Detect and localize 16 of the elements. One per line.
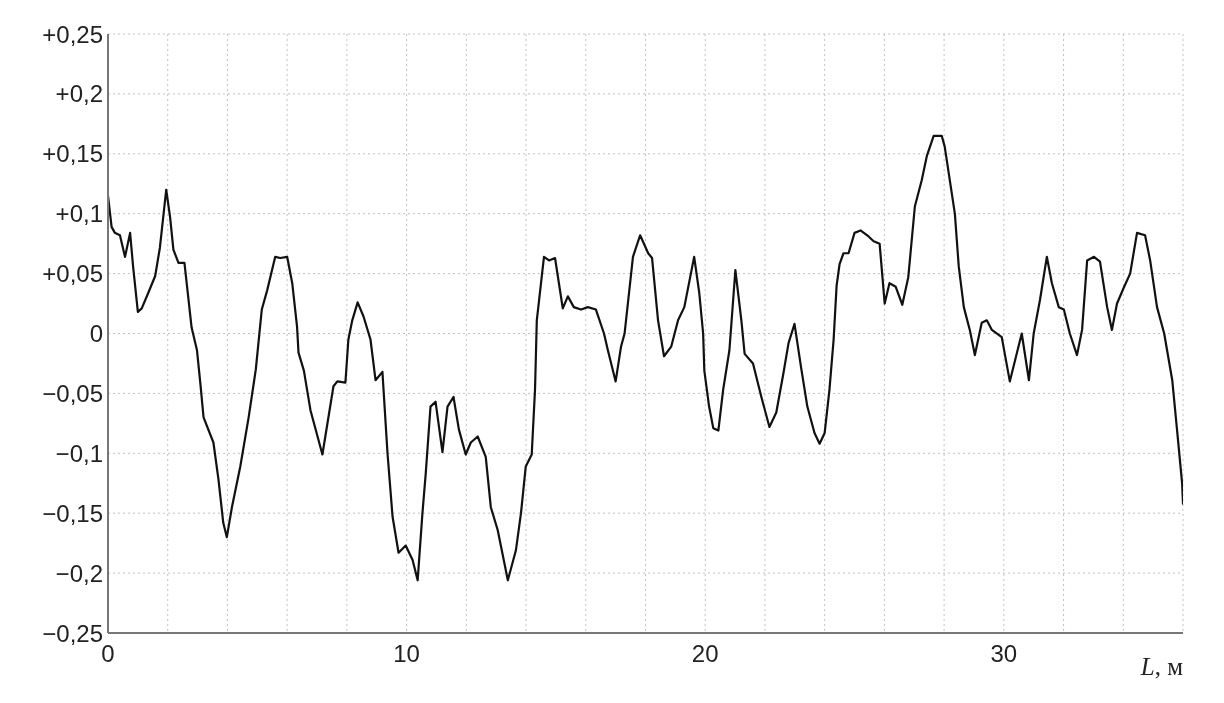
x-tick-label: 10 [393, 640, 420, 668]
y-tick-label: 0 [89, 320, 103, 348]
y-tick-label: +0,2 [55, 80, 103, 108]
y-tick-label: −0,15 [42, 499, 103, 527]
y-tick-label: +0,25 [42, 20, 103, 48]
y-tick-label: +0,05 [42, 260, 103, 288]
line-series [108, 134, 1183, 582]
y-tick-label: −0,05 [42, 379, 103, 407]
y-tick-label: −0,1 [55, 439, 103, 467]
x-axis-title: L, м [1139, 653, 1184, 680]
x-tick-label: 20 [691, 640, 719, 668]
y-tick-label: −0,25 [42, 619, 103, 647]
x-tick-label: 30 [990, 640, 1018, 668]
y-tick-label: +0,15 [42, 140, 103, 168]
y-tick-label: −0,2 [55, 559, 103, 587]
y-tick-label: +0,1 [55, 200, 103, 228]
